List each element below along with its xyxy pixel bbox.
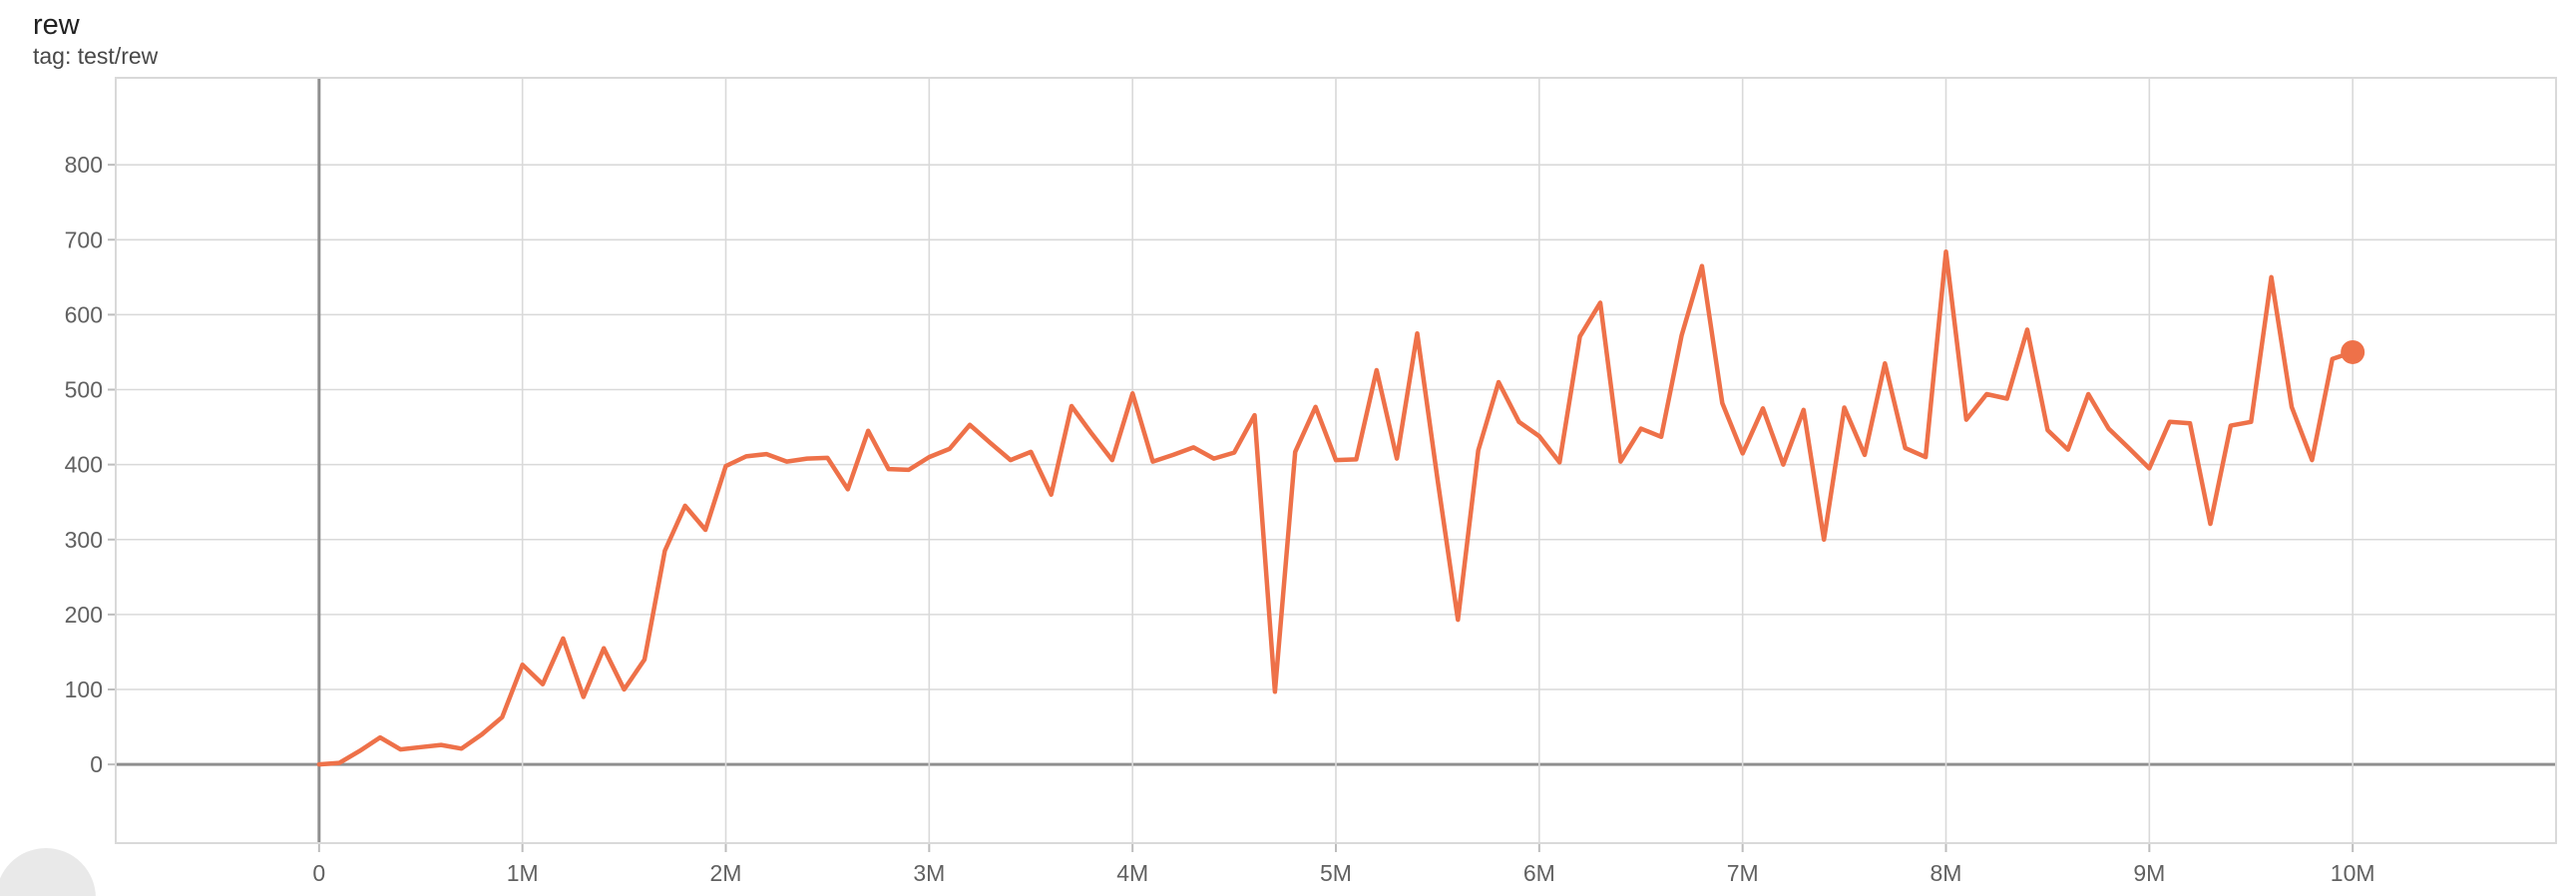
- chart-title: rew: [33, 9, 80, 41]
- x-tick-label: 6M: [1523, 860, 1555, 886]
- x-tick-label: 4M: [1116, 860, 1148, 886]
- y-tick-label: 400: [65, 452, 103, 478]
- x-tick-label: 9M: [2133, 860, 2165, 886]
- x-tick-label: 1M: [507, 860, 539, 886]
- x-tick-label: 0: [312, 860, 325, 886]
- x-tick-label: 5M: [1320, 860, 1352, 886]
- y-tick-label: 700: [65, 226, 103, 252]
- plot-border: [115, 77, 2557, 844]
- card-header: rew tag: test/rew: [33, 8, 158, 70]
- y-tick-label: 100: [65, 676, 103, 702]
- y-tick-label: 800: [65, 152, 103, 178]
- chart-tag: tag: test/rew: [33, 43, 159, 69]
- x-tick-label: 7M: [1727, 860, 1759, 886]
- y-tick-label: 600: [65, 301, 103, 327]
- y-tick-label: 0: [90, 751, 103, 777]
- x-tick-label: 3M: [913, 860, 945, 886]
- y-tick-label: 500: [65, 377, 103, 403]
- end-point-dot[interactable]: [2341, 339, 2365, 364]
- data-polyline[interactable]: [316, 249, 2356, 767]
- y-tick-label: 200: [65, 602, 103, 628]
- x-tick-label: 8M: [1931, 860, 1962, 886]
- x-tick-label: 10M: [2331, 860, 2375, 886]
- y-tick-label: 300: [65, 527, 103, 553]
- x-tick-label: 2M: [710, 860, 742, 886]
